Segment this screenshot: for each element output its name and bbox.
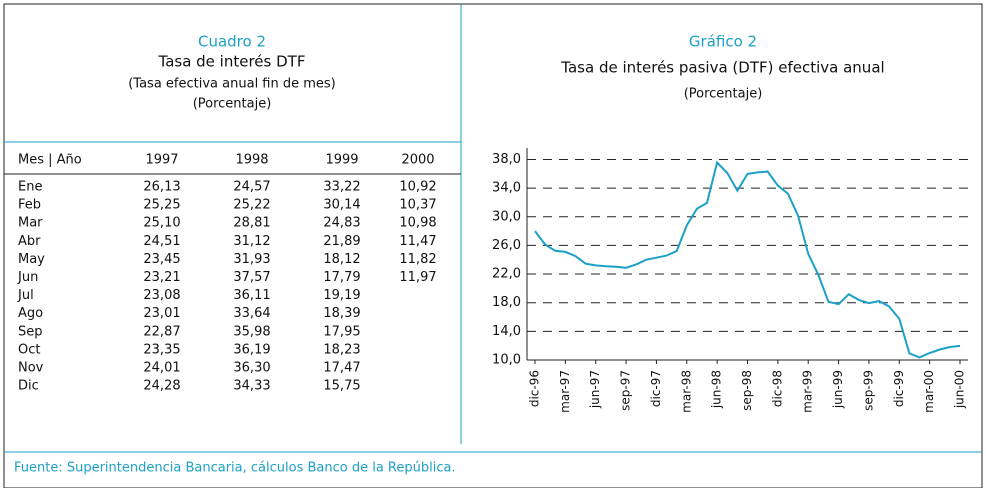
y-tick-label: 30,0 [492,209,521,224]
x-tick-label: mar-97 [558,370,572,413]
source: Fuente: Superintendencia Bancaria, cálcu… [14,461,456,476]
header-cell: Mes | Año [18,153,82,168]
cell: 23,45 [143,252,180,267]
x-tick-label: mar-98 [679,370,693,413]
cell: 17,47 [323,361,360,376]
cell: 24,51 [143,234,180,249]
x-tick-label: jun-00 [953,370,967,409]
x-tick-label: dic-96 [528,370,542,407]
table-subtitle: (Tasa efectiva anual fin de mes) [128,77,336,92]
x-tick-label: jun-98 [710,370,724,409]
cell: 18,12 [323,252,360,267]
cell: 35,98 [233,324,270,339]
cell: 17,79 [323,270,360,285]
table-title: Tasa de interés DTF [158,53,306,71]
cell: Jul [17,288,34,303]
cell: 37,57 [233,270,270,285]
x-tick-label: jun-97 [588,370,602,409]
cell: 11,47 [399,234,436,249]
cell: 33,64 [233,306,270,321]
frame [3,3,983,488]
x-tick-label: mar-00 [922,370,936,413]
x-tick-label: sep-98 [740,370,754,411]
cell: 24,83 [323,216,360,231]
cell: 23,21 [143,270,180,285]
cell: 30,14 [323,198,360,213]
cell: 24,01 [143,361,180,376]
cell: Abr [18,234,41,249]
y-tick-label: 10,0 [492,353,521,368]
cell: 25,22 [233,198,270,213]
y-tick-label: 14,0 [492,324,521,339]
cell: 10,37 [399,198,436,213]
x-tick-label: dic-97 [649,370,663,407]
header-cell: 2000 [401,153,434,168]
cell: Mar [18,216,43,231]
header-cell: 1998 [235,153,268,168]
y-tick-label: 34,0 [492,181,521,196]
cell: 19,19 [323,288,360,303]
cell: Dic [18,379,39,394]
cell: 25,10 [143,216,180,231]
cell: 36,11 [233,288,270,303]
cell: 11,82 [399,252,436,267]
header-cell: 1997 [145,153,178,168]
cell: Oct [18,342,40,357]
cell: Jun [17,270,38,285]
table-label: Cuadro 2 [198,33,266,51]
cell: Sep [18,324,43,339]
cell: 31,93 [233,252,270,267]
cell: 21,89 [323,234,360,249]
x-tick-label: sep-99 [861,370,875,411]
table-unit: (Porcentaje) [193,97,272,112]
cell: 34,33 [233,379,270,394]
cell: Nov [18,361,44,376]
cell: 24,28 [143,379,180,394]
line [534,160,961,359]
cell: Feb [18,198,41,213]
y-tick-label: 22,0 [492,267,521,282]
x-tick-label: jun-99 [831,370,845,409]
cell: 26,13 [143,180,180,195]
x-tick-label: dic-99 [892,370,906,407]
cell: 23,35 [143,342,180,357]
cell: 10,98 [399,216,436,231]
cell: 31,12 [233,234,270,249]
cell: 18,39 [323,306,360,321]
cell: 23,08 [143,288,180,303]
cell: 18,23 [323,342,360,357]
y-tick-label: 26,0 [492,238,521,253]
cell: 17,95 [323,324,360,339]
y-tick-label: 38,0 [492,152,521,167]
cell: Ago [18,306,43,321]
x-tick-label: dic-98 [770,370,784,407]
chart-title: Tasa de interés pasiva (DTF) efectiva an… [560,59,884,77]
cell: 23,01 [143,306,180,321]
cell: 10,92 [399,180,436,195]
x-tick-label: mar-99 [801,370,815,413]
cell: 15,75 [323,379,360,394]
cell: 25,25 [143,198,180,213]
cell: 28,81 [233,216,270,231]
cell: 36,30 [233,361,270,376]
cell: 33,22 [323,180,360,195]
cell: 36,19 [233,342,270,357]
y-tick-label: 18,0 [492,295,521,310]
cell: 22,87 [143,324,180,339]
chart-subtitle: (Porcentaje) [684,87,763,102]
cell: May [18,252,45,267]
cell: 11,97 [399,270,436,285]
header-cell: 1999 [325,153,358,168]
cell: 24,57 [233,180,270,195]
x-tick-label: sep-97 [619,370,633,411]
chart-label: Gráfico 2 [689,33,757,51]
cell: Ene [18,180,42,195]
